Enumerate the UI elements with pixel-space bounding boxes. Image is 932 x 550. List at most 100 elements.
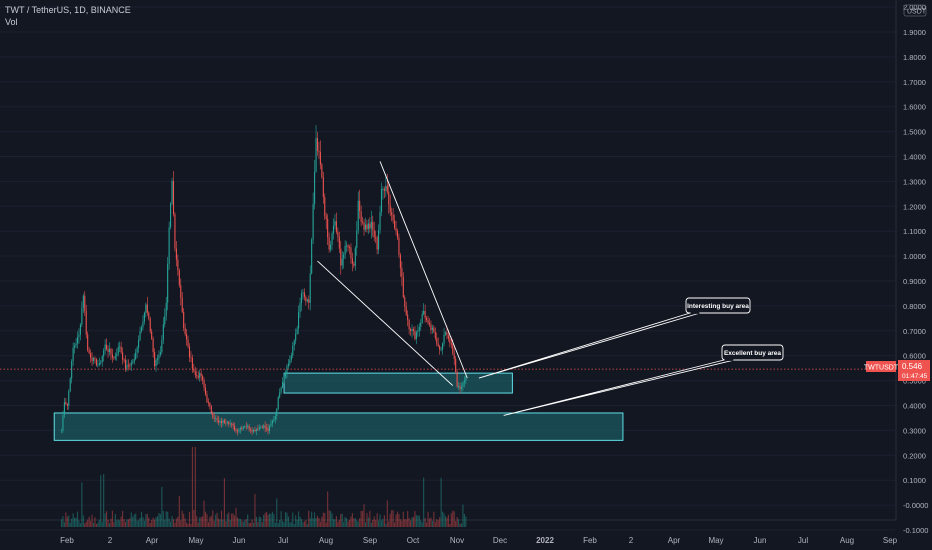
candle-body (318, 150, 320, 152)
volume-bar (319, 521, 321, 527)
candle-body (351, 258, 353, 264)
candle-body (65, 402, 67, 405)
volume-bar (447, 514, 449, 527)
volume-bar (251, 519, 253, 527)
candle-body (325, 216, 327, 220)
volume-bar (396, 511, 399, 527)
callout-seam (690, 311, 700, 314)
volume-bar (162, 510, 164, 527)
candle-body (372, 221, 374, 231)
volume-bar (130, 512, 132, 527)
callout-box[interactable] (685, 297, 751, 314)
volume-bar (392, 510, 394, 527)
bar-countdown: 01:47:45 (902, 373, 928, 380)
volume-bar (138, 520, 140, 527)
trendline[interactable] (317, 260, 454, 386)
candle-body (375, 237, 377, 239)
volume-bar (354, 518, 356, 527)
price-tick-label: -0.0000 (903, 501, 928, 510)
price-tick-label: 1.2000 (903, 202, 926, 211)
callout-seam (724, 358, 734, 361)
candle-body (378, 230, 380, 250)
candle-body (404, 297, 406, 307)
candle-body (241, 427, 243, 429)
candle-body (72, 347, 74, 362)
candle-body (88, 350, 90, 354)
currency-badge[interactable] (903, 4, 927, 17)
price-tick-label: 2.0000 (903, 3, 926, 12)
candle-body (335, 221, 337, 232)
candle-body (263, 425, 265, 428)
volume-bar (82, 515, 84, 527)
candle-body (298, 312, 300, 329)
volume-bar (140, 511, 143, 527)
volume-bar (190, 523, 192, 527)
candle-body (200, 373, 202, 376)
volume-bar (364, 522, 367, 527)
symbol-price-tag (866, 361, 896, 372)
volume-bar (376, 513, 378, 527)
price-tick-label: 1.5000 (903, 128, 926, 137)
candle-body (444, 332, 447, 335)
candle-body (344, 245, 346, 255)
volume-bar (455, 520, 457, 527)
candle-body (362, 221, 364, 223)
volume-bar (255, 516, 257, 527)
candle-body (218, 420, 220, 423)
candle-body (383, 188, 385, 191)
volume-bar (186, 522, 188, 527)
candle-body (443, 334, 445, 344)
candle-body (116, 354, 118, 357)
volume-bar (293, 523, 295, 527)
candle-body (229, 423, 231, 425)
volume-bar (152, 517, 154, 527)
volume-bar (375, 520, 377, 527)
candle-body (290, 355, 292, 361)
trendline[interactable] (379, 161, 468, 379)
buy-zone-rect[interactable] (53, 412, 624, 441)
volume-bar (277, 523, 279, 527)
candle-body (257, 429, 259, 430)
volume-bar (328, 510, 330, 527)
volume-bar (95, 523, 97, 527)
volume-bar (302, 522, 304, 527)
volume-bar (357, 521, 359, 527)
price-tick-label: 0.1000 (903, 476, 926, 485)
volume-bar (340, 514, 342, 527)
candle-body (127, 364, 129, 366)
candle-body (273, 419, 275, 421)
candle-body (60, 430, 63, 432)
candle-body (245, 426, 247, 428)
buy-zone-rect[interactable] (283, 372, 513, 394)
candle-body (327, 219, 329, 238)
candle-body (126, 364, 128, 370)
candle-body (183, 312, 185, 328)
candle-body (452, 344, 454, 354)
volume-bar (386, 500, 388, 527)
volume-bar (412, 516, 415, 527)
candle-body (108, 348, 111, 352)
volume-bar (91, 514, 93, 527)
price-tick-label: 1.6000 (903, 103, 926, 112)
candle-body (186, 334, 188, 340)
callout-box[interactable] (721, 344, 784, 361)
candle-body (260, 426, 262, 428)
volume-bar (218, 518, 220, 527)
candle-body (188, 346, 191, 358)
candle-body (356, 230, 358, 248)
volume-bar (363, 504, 365, 527)
candle-body (165, 302, 167, 316)
volume-bar (114, 514, 116, 527)
candle-body (130, 362, 132, 366)
volume-bar (229, 519, 231, 527)
candle-body (66, 404, 68, 406)
candle-body (439, 345, 441, 350)
candle-body (405, 306, 407, 315)
volume-bar (347, 521, 349, 527)
candle-body (79, 324, 81, 335)
candle-body (143, 312, 145, 322)
volume-bar (415, 515, 417, 527)
volume-bar (458, 519, 460, 527)
volume-bar (60, 519, 63, 527)
